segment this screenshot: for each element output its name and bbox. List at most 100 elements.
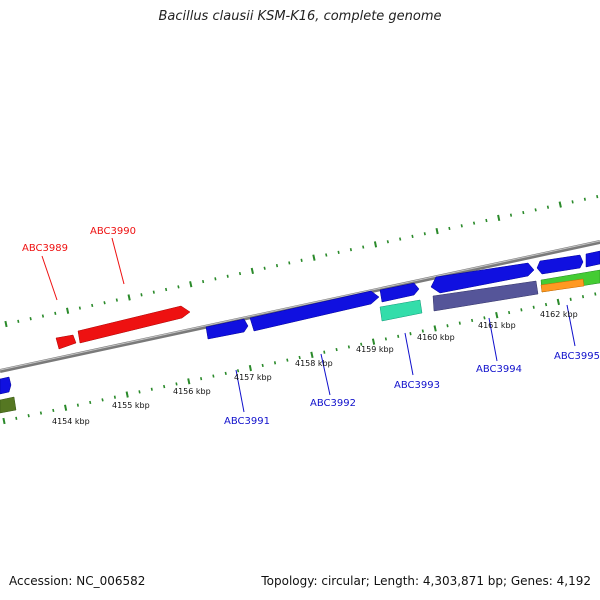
scale-label-4156: 4156 kbp xyxy=(173,387,211,396)
inner-tick-row xyxy=(2,292,597,425)
outer-tick xyxy=(288,261,291,265)
gene-label-abc3991[interactable]: ABC3991 xyxy=(224,416,270,427)
gene-label-abc3993[interactable]: ABC3993 xyxy=(394,380,440,391)
outer-tick xyxy=(509,213,513,217)
inner-tick xyxy=(471,318,474,323)
inner-tick xyxy=(2,417,6,425)
outer-tick xyxy=(189,281,193,288)
gene-label-abc3992[interactable]: ABC3992 xyxy=(310,398,356,409)
outer-tick xyxy=(4,320,8,328)
outer-tick xyxy=(250,267,254,275)
gene-abc3994[interactable] xyxy=(430,262,535,294)
inner-tick xyxy=(89,400,92,405)
outer-tick xyxy=(337,250,340,254)
gene-label-abc3989[interactable]: ABC3989 xyxy=(22,243,68,254)
gene-left-edge[interactable] xyxy=(0,376,12,395)
outer-tick xyxy=(460,224,463,228)
outer-tick xyxy=(386,240,389,244)
outer-tick xyxy=(54,311,57,315)
gene-abc3989[interactable] xyxy=(55,334,77,350)
gene-abc3993[interactable] xyxy=(379,282,420,303)
inner-tick xyxy=(212,374,215,378)
inner-tick xyxy=(483,316,486,320)
outer-tick xyxy=(497,214,501,221)
inner-tick xyxy=(298,355,301,360)
scale-label-4157: 4157 kbp xyxy=(234,373,272,382)
outer-tick xyxy=(140,293,143,297)
outer-tick xyxy=(115,298,118,302)
inner-tick xyxy=(236,369,240,373)
outer-tick xyxy=(448,226,451,231)
inner-tick xyxy=(544,302,548,307)
outer-tick xyxy=(103,301,106,305)
map-title: Bacillus clausii KSM-K16, complete genom… xyxy=(158,9,442,24)
outer-tick xyxy=(127,294,131,301)
inner-tick xyxy=(384,337,387,341)
inner-tick xyxy=(175,382,178,386)
inner-tick xyxy=(532,305,535,309)
callout-lines xyxy=(41,237,576,413)
inner-tick xyxy=(138,390,141,394)
gene-label-abc3990[interactable]: ABC3990 xyxy=(90,226,136,237)
scale-label-4154: 4154 kbp xyxy=(52,417,90,426)
outer-tick xyxy=(373,241,378,248)
outer-tick xyxy=(325,253,328,257)
outer-tick-row xyxy=(4,194,599,328)
inner-tick xyxy=(520,308,523,312)
inner-tick xyxy=(64,404,68,411)
gene-abc3992[interactable] xyxy=(249,290,380,332)
outer-tick xyxy=(596,194,599,199)
outer-tick xyxy=(202,279,205,284)
inner-tick xyxy=(446,324,449,328)
outer-tick xyxy=(226,274,229,278)
feature-orange[interactable] xyxy=(540,278,585,293)
gene-abc3995[interactable] xyxy=(536,254,584,275)
outer-tick xyxy=(399,237,402,241)
outer-tick xyxy=(522,210,525,215)
feature-olive[interactable] xyxy=(0,396,17,414)
inner-tick xyxy=(163,384,166,389)
inner-tick xyxy=(569,297,572,301)
inner-tick xyxy=(421,329,424,333)
inner-tick xyxy=(200,377,203,381)
feature-purple[interactable] xyxy=(432,280,539,312)
inner-tick xyxy=(125,391,129,398)
inner-tick xyxy=(433,325,437,332)
inner-tick xyxy=(101,398,104,402)
inner-tick xyxy=(409,332,412,336)
inner-tick xyxy=(15,416,18,420)
inner-tick xyxy=(113,395,116,399)
outer-tick xyxy=(485,218,488,223)
genome-backbone xyxy=(0,240,600,373)
inner-tick xyxy=(187,378,191,385)
feature-teal[interactable] xyxy=(379,299,423,322)
gene-abc3991[interactable] xyxy=(205,318,249,340)
inner-tick xyxy=(556,298,560,306)
outer-tick xyxy=(558,201,562,208)
outer-tick xyxy=(214,277,217,281)
outer-tick xyxy=(472,221,476,225)
inner-tick xyxy=(371,338,376,345)
outer-tick xyxy=(411,234,414,239)
gene-label-abc3994[interactable]: ABC3994 xyxy=(476,364,522,375)
outer-tick xyxy=(17,319,20,323)
inner-tick xyxy=(76,403,79,407)
genome-summary-text: Topology: circular; Length: 4,303,871 bp… xyxy=(261,574,591,588)
outer-tick xyxy=(435,227,439,235)
outer-tick xyxy=(349,248,352,252)
gene-label-abc3995[interactable]: ABC3995 xyxy=(554,351,600,362)
inner-tick xyxy=(397,334,400,338)
outer-tick xyxy=(583,197,586,201)
inner-tick xyxy=(508,310,511,315)
outer-tick xyxy=(238,271,242,276)
scale-label-4158: 4158 kbp xyxy=(295,359,333,368)
outer-tick xyxy=(263,266,266,270)
inner-tick xyxy=(581,295,585,299)
inner-tick xyxy=(261,363,264,368)
scale-label-4159: 4159 kbp xyxy=(356,345,394,354)
outer-tick xyxy=(571,200,574,204)
inner-tick xyxy=(52,408,55,413)
gene-abc3990[interactable] xyxy=(77,305,191,344)
gene-right-edge[interactable] xyxy=(585,250,600,268)
